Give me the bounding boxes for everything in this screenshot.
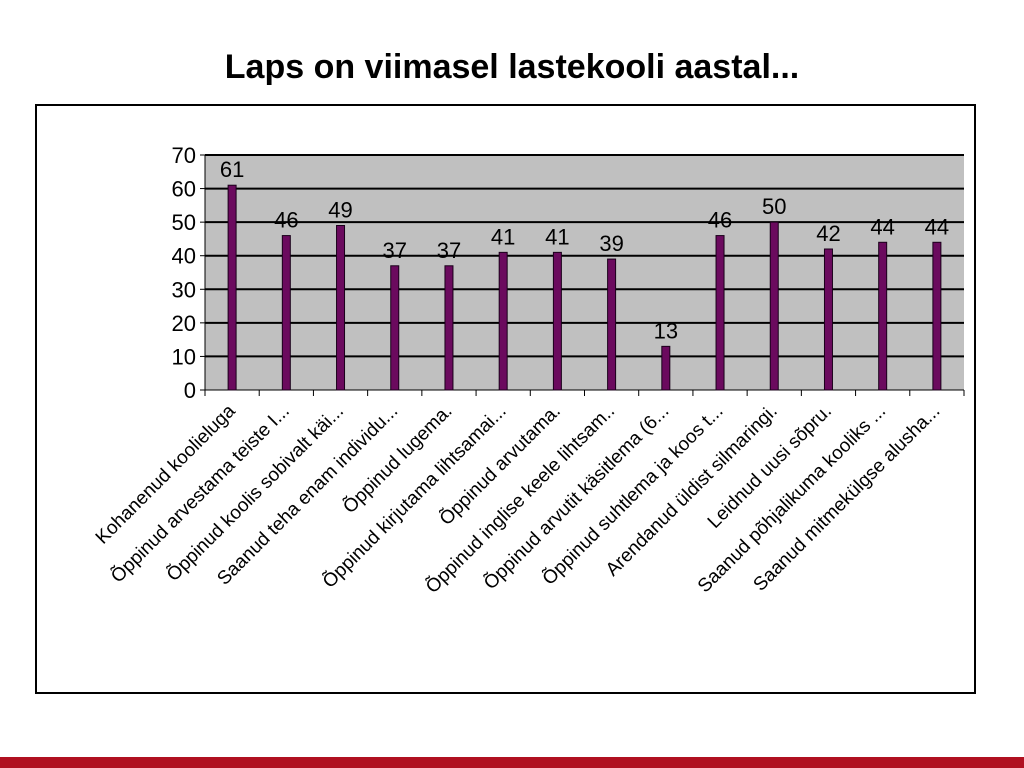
data-label: 41: [491, 224, 515, 249]
data-label: 49: [328, 198, 352, 223]
y-tick-label: 20: [172, 311, 196, 336]
y-tick-label: 30: [172, 277, 196, 302]
data-label: 61: [220, 157, 244, 182]
data-label: 37: [437, 238, 461, 263]
y-tick-label: 50: [172, 210, 196, 235]
bar: [932, 241, 942, 391]
bar: [607, 258, 617, 391]
data-label: 42: [816, 221, 840, 246]
bar: [336, 225, 346, 391]
y-tick-label: 40: [172, 244, 196, 269]
data-label: 50: [762, 194, 786, 219]
bar: [498, 251, 508, 391]
bar: [769, 221, 779, 391]
bar: [444, 265, 454, 391]
slide-title: Laps on viimasel lastekooli aastal...: [224, 48, 800, 86]
y-tick-label: 0: [184, 378, 196, 403]
bar: [227, 184, 237, 391]
y-tick-label: 70: [172, 143, 196, 168]
footer-accent-bar: [0, 757, 1024, 768]
plot-area: [205, 155, 964, 390]
bar: [390, 265, 400, 391]
bar: [823, 248, 833, 391]
bar: [552, 251, 562, 391]
bar: [661, 345, 671, 391]
bar: [281, 235, 291, 391]
chart-frame: 0 10 20 30 40 50 60 70 61 Kohanenud koolieluga 46 Õ…: [35, 104, 976, 694]
data-label: 44: [925, 214, 949, 239]
y-tick-label: 10: [172, 344, 196, 369]
data-label: 46: [274, 208, 298, 233]
data-label: 44: [870, 214, 894, 239]
y-tick-label: 60: [172, 177, 196, 202]
bar: [878, 241, 888, 391]
data-label: 13: [654, 318, 678, 343]
data-label: 46: [708, 208, 732, 233]
data-label: 41: [545, 224, 569, 249]
data-label: 39: [599, 231, 623, 256]
bar: [715, 235, 725, 391]
data-label: 37: [383, 238, 407, 263]
